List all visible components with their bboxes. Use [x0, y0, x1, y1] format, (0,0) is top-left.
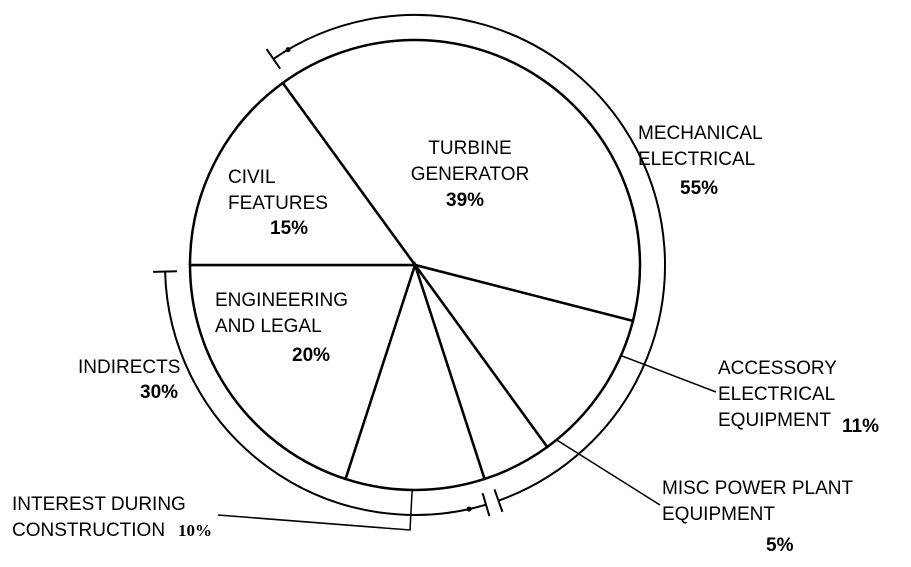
slice-label: MISC POWER PLANT EQUIPMENT [662, 478, 853, 525]
slice-label: INTEREST DURING CONSTRUCTION [12, 494, 186, 541]
pie-slice [188, 263, 417, 481]
arc-end-tick [265, 48, 282, 70]
slice-label: ACCESSORY ELECTRICAL EQUIPMENT [718, 358, 837, 431]
slice-value-label: 20% [292, 345, 331, 366]
pie-slice [411, 262, 635, 449]
slice-value-label: 5% [766, 535, 794, 556]
pie-slice [343, 260, 487, 492]
arc-end-tick [153, 270, 178, 273]
group-value-label: 30% [140, 382, 179, 403]
group-arc [164, 271, 487, 516]
slice-value-label: 15% [270, 218, 309, 239]
slice-label: CIVIL FEATURES [228, 167, 328, 214]
slice-value-label: 10% [178, 521, 212, 540]
group-label: MECHANICAL ELECTRICAL [638, 123, 762, 170]
group-value-label: 55% [680, 178, 719, 199]
arc-arrow-dot [466, 506, 472, 512]
pie-slice [281, 38, 642, 323]
arc-arrow-dot [285, 47, 291, 53]
arc-end-tick [493, 489, 504, 513]
group-arc [272, 14, 666, 502]
slice-value-label: 39% [446, 190, 485, 211]
arc-end-tick [481, 492, 491, 517]
group-label: INDIRECTS [78, 357, 181, 378]
slice-value-label: 11% [842, 416, 879, 437]
pie-slice [188, 81, 418, 267]
slice-label: TURBINE GENERATOR [410, 138, 530, 185]
slice-label: ENGINEERING AND LEGAL [215, 290, 349, 337]
